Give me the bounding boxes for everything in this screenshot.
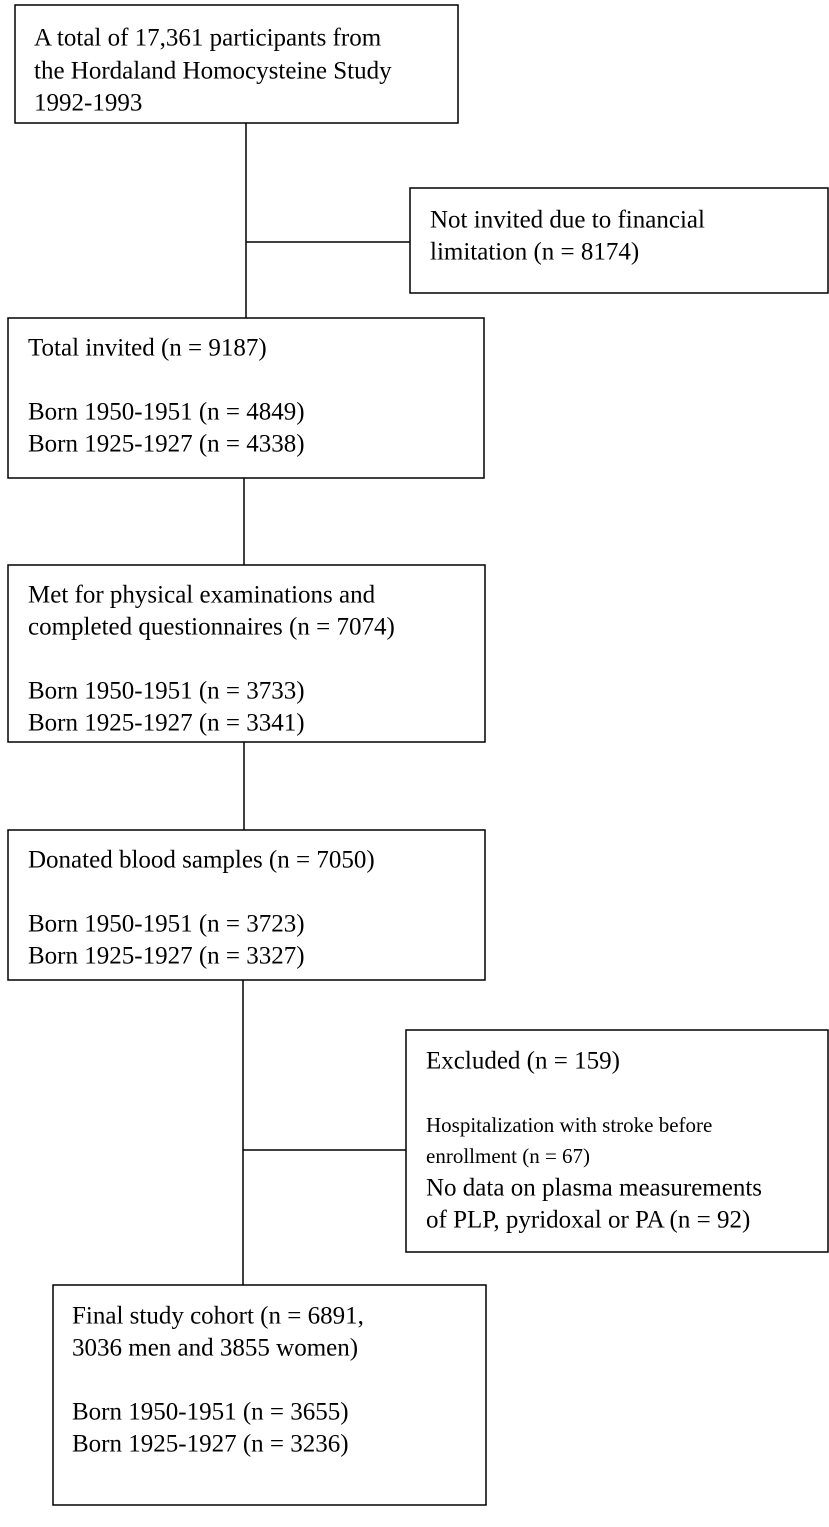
node-text: Not invited due to financial	[430, 207, 705, 234]
node-box	[14, 4, 459, 124]
node-box	[52, 1284, 487, 1506]
node-box	[405, 1029, 829, 1253]
node-text: A total of 17,361 participants from	[34, 25, 382, 52]
node-box	[7, 564, 486, 743]
node-text: 1992-1993	[34, 90, 142, 117]
node-text: Donated blood samples (n = 7050)	[28, 847, 375, 874]
node-box	[409, 187, 829, 294]
node-text: Total invited (n = 9187)	[28, 335, 267, 362]
node-text: Born 1925-1927 (n = 3236)	[72, 1431, 349, 1458]
node-text: Born 1925-1927 (n = 4338)	[28, 431, 305, 458]
node-text: Met for physical examinations and	[28, 582, 376, 609]
node-text: Final study cohort (n = 6891,	[72, 1303, 364, 1330]
node-text: the Hordaland Homocysteine Study	[34, 58, 392, 85]
node-box	[7, 317, 485, 479]
node-text: Excluded (n = 159)	[426, 1048, 620, 1075]
node-text: enrollment (n = 67)	[426, 1144, 590, 1168]
node-text: of PLP, pyridoxal or PA (n = 92)	[426, 1207, 750, 1234]
node-text: Born 1950-1951 (n = 3723)	[28, 911, 305, 938]
node-text: Born 1925-1927 (n = 3341)	[28, 710, 305, 737]
node-text: Born 1950-1951 (n = 3655)	[72, 1399, 349, 1426]
node-text: Born 1925-1927 (n = 3327)	[28, 943, 305, 970]
node-text: No data on plasma measurements	[426, 1175, 762, 1202]
node-text: limitation (n = 8174)	[430, 239, 639, 266]
node-text: Born 1950-1951 (n = 4849)	[28, 399, 305, 426]
node-box	[7, 829, 486, 981]
node-text: Born 1950-1951 (n = 3733)	[28, 678, 305, 705]
node-text: completed questionnaires (n = 7074)	[28, 614, 395, 641]
node-text: Hospitalization with stroke before	[426, 1113, 712, 1137]
node-text: 3036 men and 3855 women)	[72, 1335, 358, 1362]
